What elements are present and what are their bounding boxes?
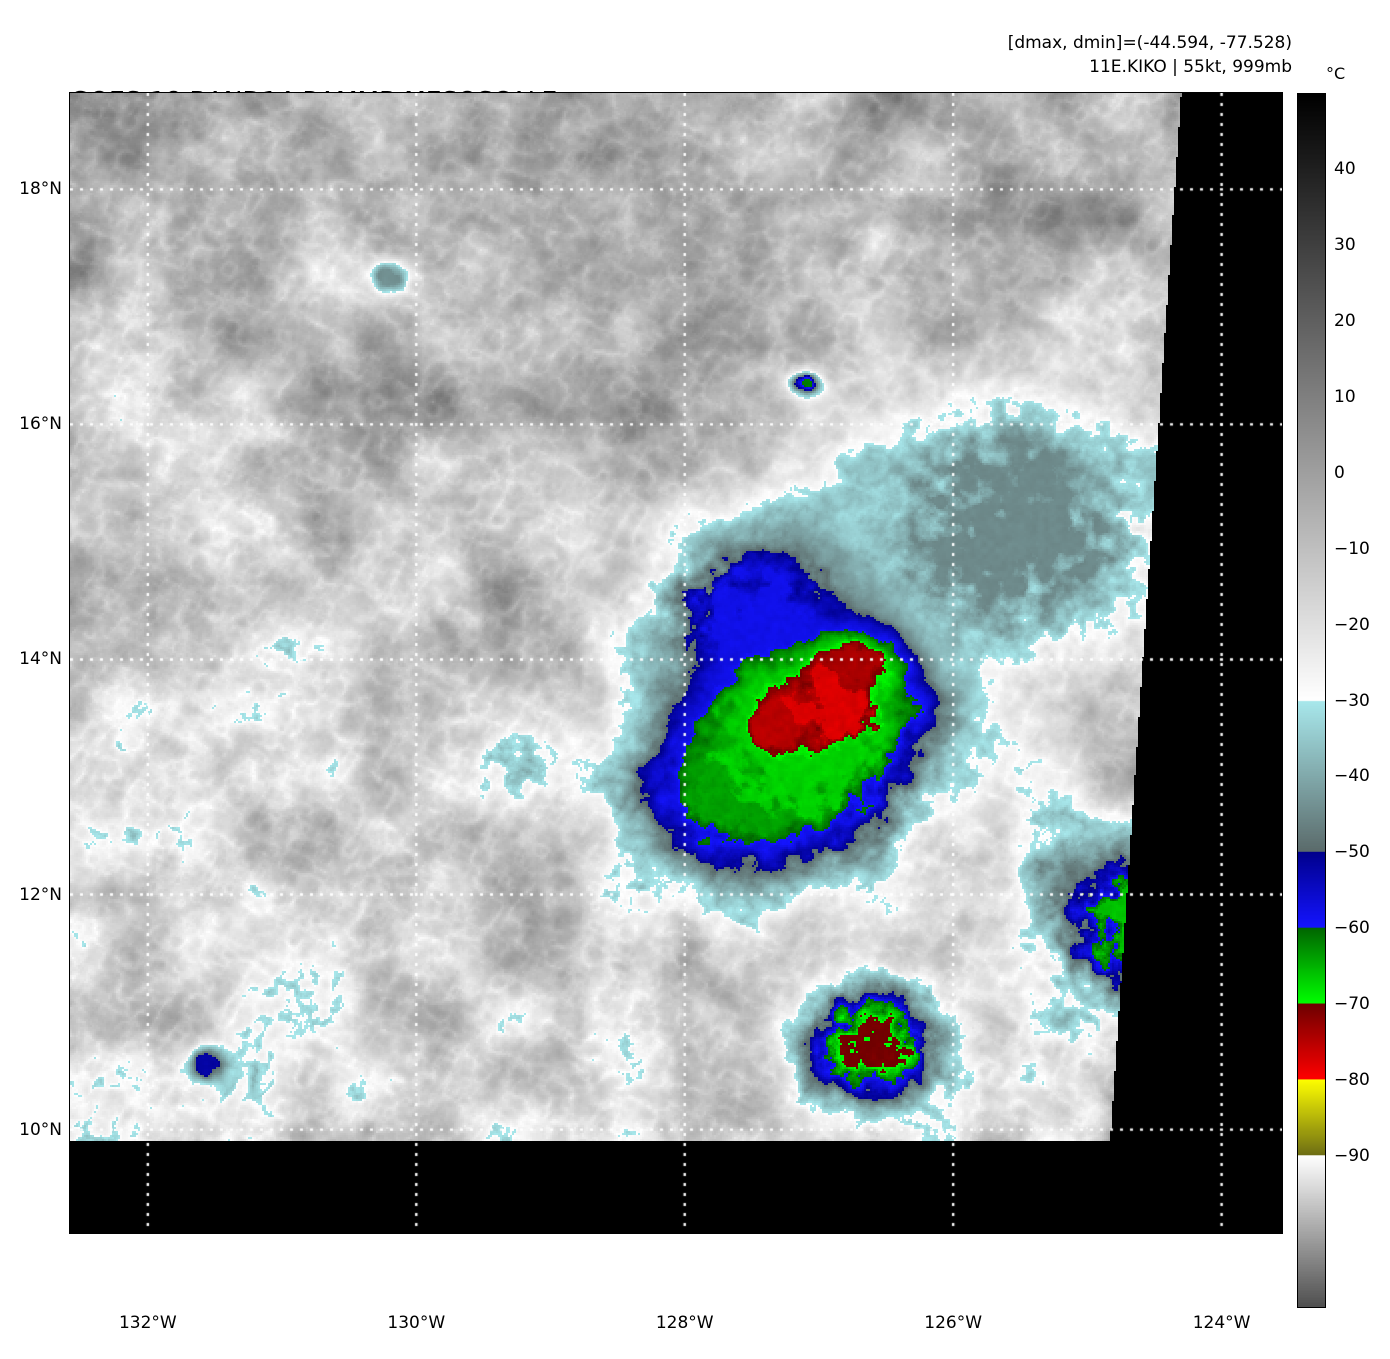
storm-info-readout: 11E.KIKO | 55kt, 999mb [1089,57,1292,77]
y-tick-0: 18°N [19,179,62,200]
colorbar-tick-2: 20 [1334,310,1356,331]
y-tick-2: 14°N [19,649,62,670]
y-tick-4: 10°N [19,1119,62,1140]
x-tick-0: 132°W [118,1313,177,1333]
colorbar-tick-4: 0 [1334,462,1345,483]
satellite-image-plot [70,93,1282,1233]
colorbar-tick-1: 30 [1334,234,1356,255]
colorbar-tick-5: −10 [1334,538,1370,559]
colorbar-tick-3: 10 [1334,386,1356,407]
temperature-colorbar [1297,93,1326,1308]
colorbar-tick-13: −90 [1334,1146,1370,1167]
x-tick-1: 130°W [387,1313,446,1333]
colorbar-tick-11: −70 [1334,994,1370,1015]
metadata-block: [dmax, dmin]=(-44.594, -77.528) 11E.KIKO… [1008,31,1292,79]
y-tick-1: 16°N [19,414,62,435]
copyright-notice: Copyright © 2020-2025 Dapiya [82,1281,425,1303]
colorbar-tick-8: −40 [1334,766,1370,787]
colorbar-tick-6: −20 [1334,614,1370,635]
colorbar-tick-12: −80 [1334,1070,1370,1091]
x-tick-3: 126°W [924,1313,983,1333]
x-tick-4: 124°W [1192,1313,1251,1333]
y-tick-3: 12°N [19,884,62,905]
colorbar-tick-0: 40 [1334,158,1356,179]
dmax-dmin-readout: [dmax, dmin]=(-44.594, -77.528) [1007,33,1292,53]
colorbar-tick-7: −30 [1334,690,1370,711]
colorbar-unit-label: °C [1326,64,1346,83]
colorbar-tick-9: −50 [1334,842,1370,863]
lat-lon-gridlines [70,93,1282,1233]
x-tick-2: 128°W [655,1313,714,1333]
colorbar-tick-10: −60 [1334,918,1370,939]
